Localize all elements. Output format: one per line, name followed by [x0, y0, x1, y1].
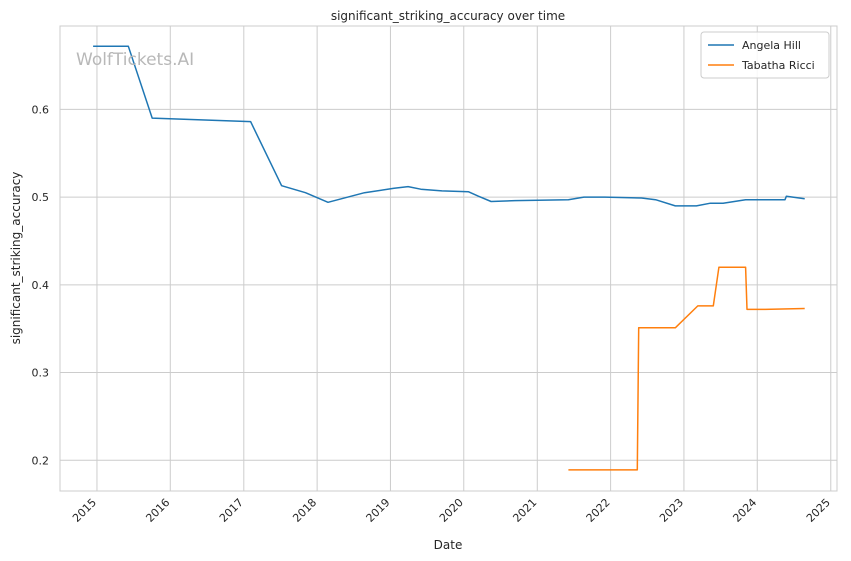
x-tick-labels: 2015 2016 2017 2018 2019 2020 2021 2022 2023 2024…: [70, 496, 833, 525]
y-tick-0.4: 0.4: [32, 279, 50, 292]
series-line-tabatha-ricci: [568, 266, 805, 471]
x-tick-2019: 2019: [364, 496, 393, 525]
legend-label-angela-hill: Angela Hill: [742, 39, 801, 52]
grid: [60, 26, 837, 491]
series-layer: [93, 45, 805, 471]
x-tick-2021: 2021: [510, 496, 539, 525]
y-tick-0.3: 0.3: [32, 367, 50, 380]
x-axis-title: Date: [434, 538, 463, 552]
x-tick-2025: 2025: [804, 496, 833, 525]
y-tick-0.5: 0.5: [32, 191, 50, 204]
y-tick-0.2: 0.2: [32, 454, 50, 467]
x-tick-2018: 2018: [290, 496, 319, 525]
x-tick-2020: 2020: [437, 496, 466, 525]
chart-title: significant_striking_accuracy over time: [331, 9, 565, 23]
legend: Angela Hill Tabatha Ricci: [700, 31, 830, 79]
y-tick-labels: 0.2 0.3 0.4 0.5 0.6: [32, 103, 50, 467]
series-line-angela-hill: [93, 45, 805, 207]
watermark: WolfTickets.AI: [76, 50, 194, 70]
legend-box: [700, 31, 830, 79]
plot-area: [59, 25, 838, 492]
x-tick-2024: 2024: [730, 496, 759, 525]
x-tick-2023: 2023: [657, 496, 686, 525]
y-axis-title: significant_striking_accuracy: [9, 172, 23, 345]
x-tick-2017: 2017: [217, 496, 246, 525]
x-tick-2022: 2022: [584, 496, 613, 525]
y-tick-0.6: 0.6: [32, 103, 50, 116]
x-tick-2016: 2016: [143, 496, 172, 525]
x-tick-2015: 2015: [70, 496, 99, 525]
legend-label-tabatha-ricci: Tabatha Ricci: [741, 59, 815, 72]
